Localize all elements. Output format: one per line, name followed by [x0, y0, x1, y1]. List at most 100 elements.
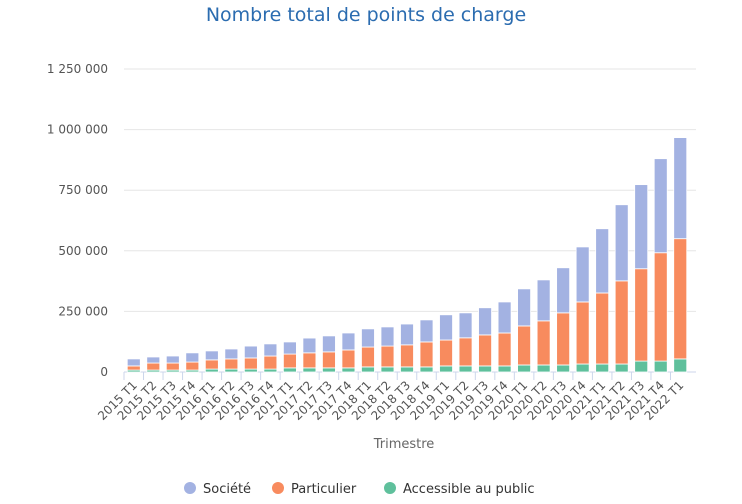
bar-segment-particulier[interactable]: [185, 361, 200, 371]
bar-segment-accessible-au-public[interactable]: [634, 360, 649, 373]
bar-segment-accessible-au-public[interactable]: [556, 364, 571, 373]
legend-marker: [272, 482, 284, 494]
bar-segment-particulier[interactable]: [673, 238, 688, 360]
bar-segment-accessible-au-public[interactable]: [517, 364, 532, 373]
bar-segment-soci-t-[interactable]: [673, 137, 688, 240]
bar-segment-soci-t-[interactable]: [165, 355, 180, 364]
bar-segment-soci-t-[interactable]: [204, 350, 219, 361]
bar-segment-soci-t-[interactable]: [634, 184, 649, 270]
bar-segment-accessible-au-public[interactable]: [322, 367, 336, 373]
bar-segment-soci-t-[interactable]: [595, 228, 610, 294]
bar-segment-particulier[interactable]: [146, 362, 161, 371]
bar-segment-particulier[interactable]: [497, 332, 512, 367]
bar-segment-accessible-au-public[interactable]: [458, 365, 473, 373]
y-tick-label: 250 000: [58, 304, 108, 318]
bar-segment-soci-t-[interactable]: [263, 343, 278, 357]
bar-segment-soci-t-[interactable]: [341, 332, 356, 351]
bar-segment-particulier[interactable]: [575, 301, 590, 365]
bar-segment-accessible-au-public[interactable]: [478, 365, 492, 373]
bar-segment-accessible-au-public[interactable]: [419, 366, 434, 373]
bar-segment-particulier[interactable]: [126, 365, 141, 371]
legend-item[interactable]: Accessible au public: [384, 482, 535, 497]
bar-segment-soci-t-[interactable]: [224, 348, 239, 360]
y-tick-label: 1 250 000: [47, 62, 108, 76]
bar-segment-soci-t-[interactable]: [302, 337, 317, 354]
bar-segment-soci-t-[interactable]: [361, 328, 375, 348]
bar-segment-soci-t-[interactable]: [536, 279, 551, 322]
bar-segment-particulier[interactable]: [322, 351, 336, 369]
bar-segment-particulier[interactable]: [282, 353, 297, 369]
bar-segment-accessible-au-public[interactable]: [341, 367, 356, 373]
bar-segment-particulier[interactable]: [614, 280, 629, 365]
bar-segment-accessible-au-public[interactable]: [243, 368, 258, 373]
bar-segment-particulier[interactable]: [204, 359, 219, 370]
bar-segment-particulier[interactable]: [517, 325, 532, 366]
bar-segment-soci-t-[interactable]: [458, 312, 473, 339]
bar-segment-soci-t-[interactable]: [419, 319, 434, 343]
bar-segment-soci-t-[interactable]: [282, 341, 297, 355]
bar-segment-accessible-au-public[interactable]: [224, 368, 239, 373]
bar-segment-accessible-au-public[interactable]: [204, 368, 219, 373]
x-axis-label: Trimestre: [373, 437, 435, 452]
bar-segment-soci-t-[interactable]: [322, 335, 336, 353]
bar-segment-accessible-au-public[interactable]: [595, 363, 610, 373]
bar-segment-particulier[interactable]: [439, 339, 453, 367]
bar-segment-soci-t-[interactable]: [380, 326, 395, 347]
bar-segment-accessible-au-public[interactable]: [653, 360, 668, 373]
bar-segment-accessible-au-public[interactable]: [536, 364, 551, 373]
bar-segment-accessible-au-public[interactable]: [380, 366, 395, 373]
bar-segment-particulier[interactable]: [302, 352, 317, 369]
bar-segment-accessible-au-public[interactable]: [673, 358, 688, 373]
bar-segment-accessible-au-public[interactable]: [497, 365, 512, 373]
bar-segment-soci-t-[interactable]: [400, 323, 414, 346]
y-tick-label: 0: [100, 365, 108, 379]
bar-segment-particulier[interactable]: [263, 355, 278, 370]
bar-segment-accessible-au-public[interactable]: [400, 366, 414, 373]
bar-segment-soci-t-[interactable]: [185, 352, 200, 363]
bar-segment-accessible-au-public[interactable]: [263, 368, 278, 373]
bar-segment-soci-t-[interactable]: [146, 356, 161, 364]
bar-segment-accessible-au-public[interactable]: [614, 363, 629, 373]
y-tick-label: 500 000: [58, 244, 108, 258]
bar-segment-soci-t-[interactable]: [614, 204, 629, 282]
legend-marker: [384, 482, 396, 494]
bar-segment-accessible-au-public[interactable]: [282, 367, 297, 373]
bar-segment-particulier[interactable]: [419, 341, 434, 368]
bar-segment-soci-t-[interactable]: [478, 307, 492, 336]
y-tick-label: 750 000: [58, 183, 108, 197]
bar-segment-particulier[interactable]: [458, 337, 473, 367]
bar-segment-soci-t-[interactable]: [126, 358, 141, 367]
bar-segment-accessible-au-public[interactable]: [302, 367, 317, 373]
bar-segment-particulier[interactable]: [595, 292, 610, 365]
legend-label: Accessible au public: [403, 482, 535, 497]
bar-segment-particulier[interactable]: [478, 334, 492, 367]
bar-segment-particulier[interactable]: [634, 268, 649, 362]
legend-item[interactable]: Société: [184, 482, 251, 497]
bar-segment-soci-t-[interactable]: [497, 301, 512, 334]
bar-segment-soci-t-[interactable]: [517, 288, 532, 327]
bar-segment-particulier[interactable]: [341, 349, 356, 369]
bar-segment-particulier[interactable]: [361, 346, 375, 368]
bar-segment-particulier[interactable]: [556, 312, 571, 366]
legend-item[interactable]: Particulier: [272, 482, 357, 497]
bar-segment-soci-t-[interactable]: [575, 246, 590, 303]
bar-segment-particulier[interactable]: [536, 320, 551, 366]
bar-segment-soci-t-[interactable]: [439, 314, 453, 341]
bar-segment-particulier[interactable]: [165, 362, 180, 371]
bar-segment-accessible-au-public[interactable]: [439, 365, 453, 373]
bar-segment-soci-t-[interactable]: [243, 345, 258, 359]
bar-segment-accessible-au-public[interactable]: [575, 363, 590, 373]
bar-segment-particulier[interactable]: [243, 357, 258, 370]
y-tick-label: 1 000 000: [47, 123, 108, 137]
bar-segment-particulier[interactable]: [653, 252, 668, 362]
bar-segment-particulier[interactable]: [224, 358, 239, 370]
chart-title: Nombre total de points de charge: [206, 4, 526, 26]
bar-segment-soci-t-[interactable]: [653, 158, 668, 254]
bar-segment-particulier[interactable]: [400, 344, 414, 368]
bar-segment-accessible-au-public[interactable]: [361, 366, 375, 373]
legend-label: Particulier: [291, 482, 357, 497]
legend-label: Société: [203, 482, 251, 497]
bar-segment-particulier[interactable]: [380, 345, 395, 368]
bar-segment-soci-t-[interactable]: [556, 267, 571, 314]
